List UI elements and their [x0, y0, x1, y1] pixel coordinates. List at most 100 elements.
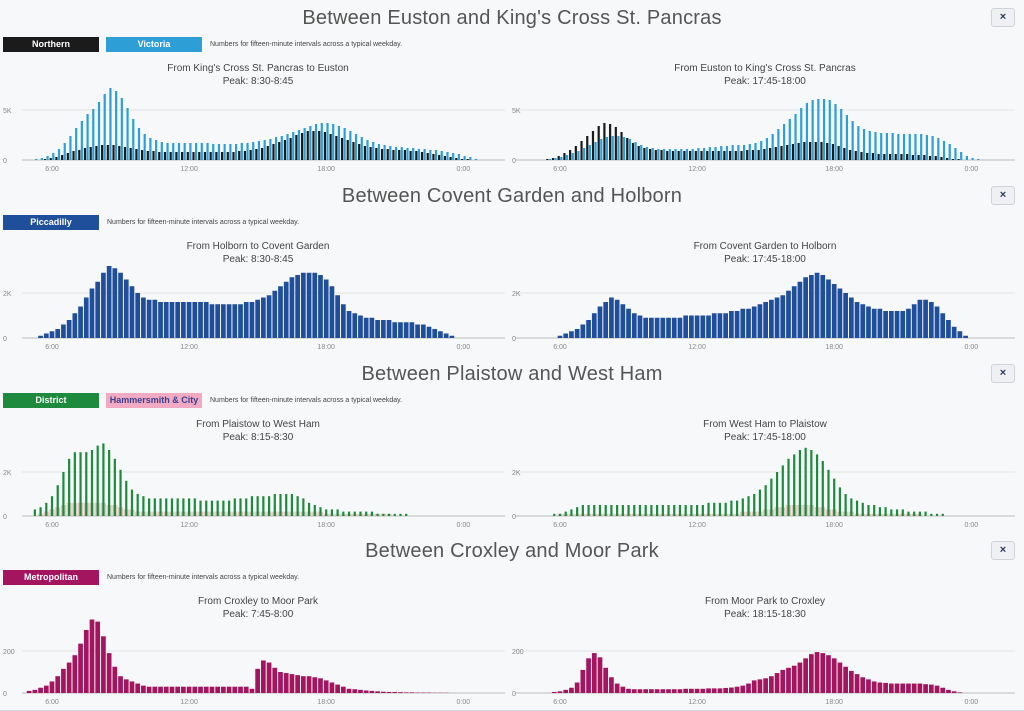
bar-victoria	[823, 99, 825, 160]
bar-piccadilly	[649, 318, 654, 338]
bar-victoria	[629, 139, 631, 160]
bar-piccadilly	[849, 298, 854, 339]
bar-piccadilly	[815, 273, 820, 338]
bar-victoria	[960, 152, 962, 160]
bar-district	[633, 505, 635, 516]
bar-northern	[729, 151, 731, 160]
bar-metropolitan	[849, 671, 854, 693]
bar-metropolitan	[763, 678, 768, 693]
bar-district	[856, 501, 858, 516]
bar-victoria	[800, 108, 802, 160]
bar-metropolitan	[632, 689, 637, 693]
bar-northern	[866, 153, 868, 160]
bar-northern	[929, 156, 931, 160]
bar-district	[942, 514, 944, 516]
bar-northern	[678, 151, 680, 160]
bar-victoria	[794, 114, 796, 160]
bar-district	[782, 465, 784, 516]
bar-metropolitan	[575, 683, 580, 694]
bar-district	[747, 496, 749, 516]
bar-piccadilly	[729, 311, 734, 338]
bar-piccadilly	[843, 293, 848, 338]
bar-district	[816, 454, 818, 516]
bar-district	[925, 512, 927, 516]
bar-district	[850, 498, 852, 516]
bar-victoria	[886, 133, 888, 160]
bar-district	[742, 498, 744, 516]
bar-victoria	[674, 149, 676, 160]
bar-district	[822, 461, 824, 516]
bar-northern	[786, 145, 788, 160]
route-panel: Between Euston and King's Cross St. Panc…	[0, 0, 1024, 179]
bar-metropolitan	[798, 663, 803, 693]
bar-piccadilly	[906, 309, 911, 338]
bar-victoria	[932, 136, 934, 160]
bar-piccadilly	[883, 311, 888, 338]
bar-northern	[626, 138, 628, 160]
bar-victoria	[572, 153, 574, 160]
bar-victoria	[743, 145, 745, 160]
bar-district	[559, 514, 561, 516]
bar-northern	[917, 155, 919, 160]
bar-northern	[946, 158, 948, 160]
bar-victoria	[726, 146, 728, 160]
bar-piccadilly	[638, 316, 643, 339]
bar-victoria	[720, 146, 722, 160]
bar-metropolitan	[809, 654, 814, 693]
bar-victoria	[852, 121, 854, 160]
x-tick-label: 12:00	[688, 522, 706, 529]
bar-piccadilly	[798, 282, 803, 338]
bar-northern	[643, 148, 645, 160]
bar-district	[570, 509, 572, 516]
bar-piccadilly	[580, 325, 585, 339]
bar-district	[667, 505, 669, 516]
bar-northern	[860, 152, 862, 160]
bar-northern	[775, 147, 777, 160]
bar-metropolitan	[746, 684, 751, 693]
bar-piccadilly	[900, 311, 905, 338]
bar-district	[599, 505, 601, 516]
y-tick-label: 2K	[512, 470, 521, 477]
bar-victoria	[663, 149, 665, 160]
bar-metropolitan	[860, 677, 865, 693]
bar-district	[907, 512, 909, 516]
bar-northern	[615, 127, 617, 160]
bar-victoria	[732, 145, 734, 160]
bar-metropolitan	[838, 663, 843, 693]
bar-victoria	[634, 142, 636, 160]
bar-district	[725, 503, 727, 516]
bar-victoria	[709, 147, 711, 160]
bar-victoria	[783, 124, 785, 160]
bar-northern	[883, 154, 885, 160]
bar-piccadilly	[872, 309, 877, 338]
bar-district	[565, 512, 567, 516]
bar-metropolitan	[723, 688, 728, 693]
x-tick-label: 12:00	[688, 344, 706, 351]
bar-district	[902, 509, 904, 516]
bar-district	[650, 505, 652, 516]
bar-northern	[769, 148, 771, 160]
x-tick-label: 12:00	[688, 699, 706, 706]
bar-victoria	[892, 133, 894, 160]
bar-piccadilly	[558, 336, 563, 338]
bar-metropolitan	[815, 652, 820, 693]
bar-victoria	[840, 109, 842, 160]
bar-victoria	[857, 126, 859, 160]
y-tick-label: 5K	[512, 108, 521, 115]
bar-victoria	[817, 99, 819, 160]
bar-district	[576, 507, 578, 516]
bar-metropolitan	[678, 689, 683, 693]
x-tick-label: 18:00	[825, 699, 843, 706]
bar-district	[605, 505, 607, 516]
x-tick-label: 6:00	[553, 699, 567, 706]
bar-metropolitan	[626, 689, 631, 693]
bar-district	[896, 509, 898, 516]
bar-piccadilly	[735, 311, 740, 338]
bar-metropolitan	[598, 657, 603, 693]
bar-northern	[620, 132, 622, 160]
bar-victoria	[737, 145, 739, 160]
bar-metropolitan	[792, 666, 797, 693]
bar-metropolitan	[889, 684, 894, 693]
